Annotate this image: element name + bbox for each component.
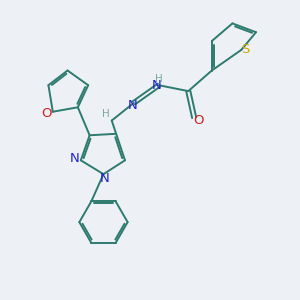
Text: N: N [100,172,110,185]
Text: O: O [193,114,204,127]
Text: H: H [155,74,163,84]
Text: H: H [102,109,110,119]
Text: S: S [242,44,250,56]
Text: N: N [128,99,137,112]
Text: O: O [41,107,52,120]
Text: N: N [70,152,79,165]
Text: N: N [152,79,161,92]
